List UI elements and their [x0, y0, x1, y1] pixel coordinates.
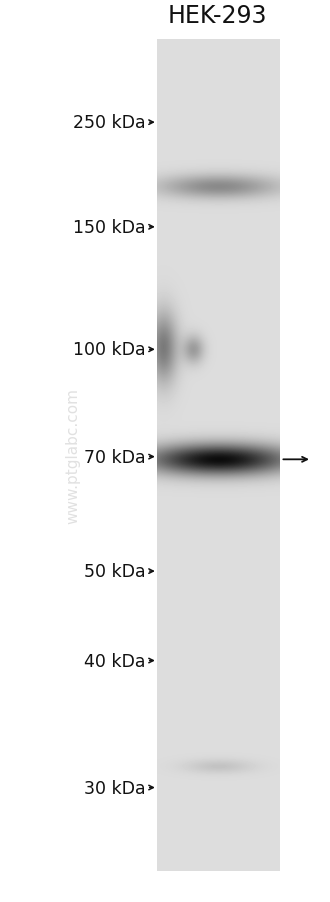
Text: 30 kDa: 30 kDa — [83, 778, 145, 796]
Text: 250 kDa: 250 kDa — [73, 114, 145, 132]
Text: www.ptglabc.com: www.ptglabc.com — [65, 388, 80, 523]
Text: HEK-293: HEK-293 — [168, 5, 268, 28]
Text: 70 kDa: 70 kDa — [83, 448, 145, 466]
Text: 40 kDa: 40 kDa — [84, 652, 145, 670]
Text: 150 kDa: 150 kDa — [73, 218, 145, 236]
Text: 100 kDa: 100 kDa — [73, 341, 145, 359]
Text: 50 kDa: 50 kDa — [83, 563, 145, 581]
